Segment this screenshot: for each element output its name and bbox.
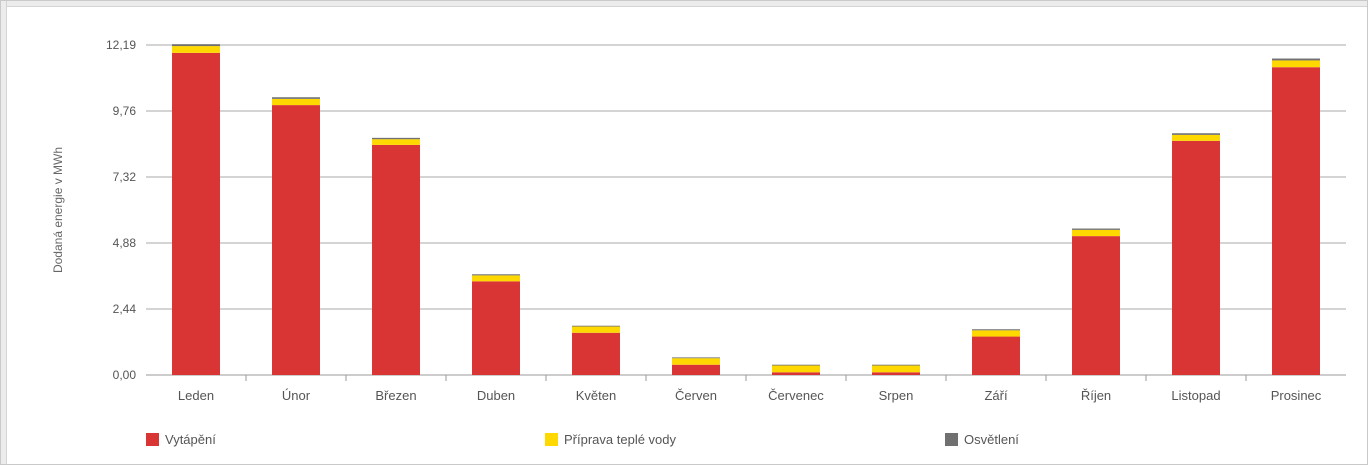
bar-segment-hot-water (472, 275, 520, 282)
x-tick-label: Únor (282, 388, 311, 403)
bar-segment-heating (1272, 67, 1320, 376)
bar-segment-heating (372, 144, 420, 375)
bar-segment-lighting (472, 274, 520, 276)
bar-segment-heating (1072, 236, 1120, 375)
bar-segment-lighting (272, 97, 320, 99)
legend-label: Příprava teplé vody (564, 432, 677, 447)
bar-segment-hot-water (172, 46, 220, 53)
bar-segment-hot-water (1072, 229, 1120, 237)
x-tick-label: Květen (576, 388, 616, 403)
x-tick-label: Červenec (768, 388, 824, 403)
legend-swatch (945, 433, 958, 446)
bar-segment-hot-water (1272, 60, 1320, 68)
bar-segment-hot-water (272, 98, 320, 106)
bar-segment-heating (472, 281, 520, 375)
bar-segment-heating (672, 364, 720, 375)
bar-segment-heating (1172, 140, 1220, 375)
y-tick-label: 9,76 (113, 104, 137, 118)
bar-segment-hot-water (572, 326, 620, 333)
bar-segment-lighting (1072, 228, 1120, 230)
bar-segment-heating (872, 372, 920, 375)
x-tick-label: Duben (477, 388, 515, 403)
y-tick-label: 7,32 (113, 170, 137, 184)
x-tick-label: Červen (675, 388, 717, 403)
bar-segment-lighting (572, 325, 620, 327)
bar-segment-heating (772, 372, 820, 375)
bar-segment-lighting (672, 357, 720, 359)
bar-segment-hot-water (372, 139, 420, 145)
legend-swatch (545, 433, 558, 446)
y-tick-label: 2,44 (113, 302, 137, 316)
bar-segment-lighting (1172, 133, 1220, 135)
bar-segment-lighting (1272, 58, 1320, 61)
frame-left-border (1, 1, 7, 464)
bar-segment-lighting (972, 329, 1020, 331)
x-tick-label: Září (984, 388, 1008, 403)
bar-segment-hot-water (872, 365, 920, 373)
x-tick-label: Březen (375, 388, 416, 403)
bar-segment-lighting (772, 364, 820, 366)
bar-segment-heating (972, 336, 1020, 375)
bar-segment-lighting (172, 44, 220, 47)
y-tick-label: 12,19 (106, 38, 136, 52)
legend-label: Vytápění (165, 432, 216, 447)
y-tick-label: 4,88 (113, 236, 137, 250)
frame-top-border (1, 1, 1367, 7)
bar-segment-heating (172, 52, 220, 375)
x-tick-label: Říjen (1081, 388, 1111, 403)
legend-swatch (146, 433, 159, 446)
x-tick-label: Leden (178, 388, 214, 403)
x-tick-label: Srpen (879, 388, 914, 403)
bar-segment-heating (572, 332, 620, 375)
bar-segment-hot-water (672, 358, 720, 365)
x-tick-label: Listopad (1171, 388, 1220, 403)
x-tick-label: Prosinec (1271, 388, 1322, 403)
bar-segment-hot-water (972, 330, 1020, 337)
bar-segment-lighting (872, 364, 920, 366)
y-axis-label: Dodaná energie v MWh (51, 147, 65, 273)
bar-segment-hot-water (772, 365, 820, 373)
bar-segment-lighting (372, 137, 420, 140)
bar-segment-hot-water (1172, 134, 1220, 141)
y-tick-label: 0,00 (113, 368, 137, 382)
bar-segment-heating (272, 105, 320, 375)
legend-label: Osvětlení (964, 432, 1019, 447)
